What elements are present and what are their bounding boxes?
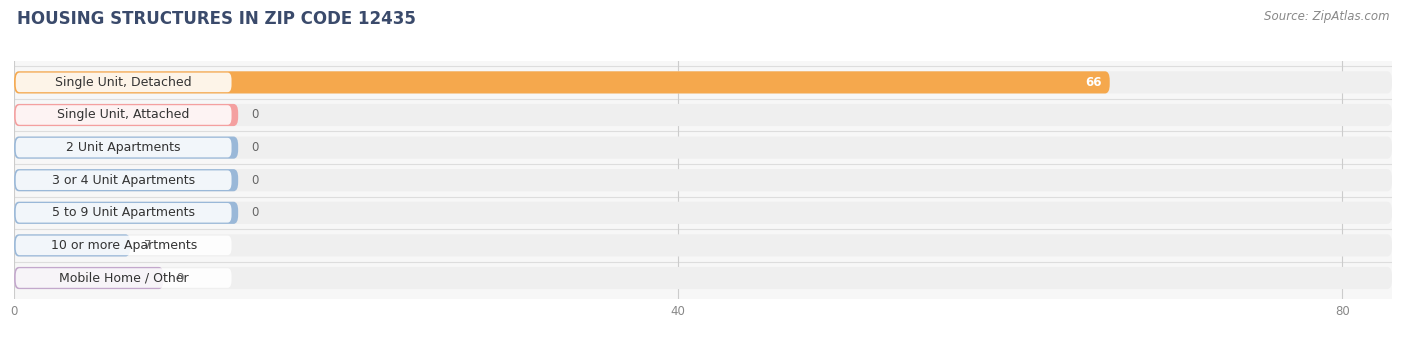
Text: Mobile Home / Other: Mobile Home / Other [59, 272, 188, 285]
FancyBboxPatch shape [14, 234, 131, 256]
FancyBboxPatch shape [14, 137, 238, 159]
Text: 5 to 9 Unit Apartments: 5 to 9 Unit Apartments [52, 206, 195, 219]
FancyBboxPatch shape [14, 169, 1392, 191]
FancyBboxPatch shape [14, 137, 1392, 159]
FancyBboxPatch shape [14, 267, 1392, 289]
FancyBboxPatch shape [14, 234, 1392, 256]
FancyBboxPatch shape [15, 73, 232, 92]
Text: Single Unit, Attached: Single Unit, Attached [58, 108, 190, 121]
FancyBboxPatch shape [15, 170, 232, 190]
Text: Source: ZipAtlas.com: Source: ZipAtlas.com [1264, 10, 1389, 23]
FancyBboxPatch shape [14, 104, 238, 126]
Text: 0: 0 [252, 206, 259, 219]
FancyBboxPatch shape [15, 138, 232, 157]
FancyBboxPatch shape [14, 104, 1392, 126]
Text: 66: 66 [1085, 76, 1101, 89]
Text: 7: 7 [143, 239, 150, 252]
Text: 0: 0 [252, 174, 259, 187]
FancyBboxPatch shape [14, 202, 1392, 224]
FancyBboxPatch shape [14, 71, 1392, 94]
Text: 0: 0 [252, 141, 259, 154]
Text: 0: 0 [252, 108, 259, 121]
Text: 2 Unit Apartments: 2 Unit Apartments [66, 141, 181, 154]
FancyBboxPatch shape [14, 169, 238, 191]
Text: Single Unit, Detached: Single Unit, Detached [55, 76, 193, 89]
FancyBboxPatch shape [14, 267, 163, 289]
Text: 3 or 4 Unit Apartments: 3 or 4 Unit Apartments [52, 174, 195, 187]
Text: 9: 9 [177, 272, 184, 285]
FancyBboxPatch shape [14, 71, 1109, 94]
FancyBboxPatch shape [15, 268, 232, 288]
FancyBboxPatch shape [15, 105, 232, 125]
Text: 10 or more Apartments: 10 or more Apartments [51, 239, 197, 252]
FancyBboxPatch shape [14, 202, 238, 224]
FancyBboxPatch shape [15, 203, 232, 223]
FancyBboxPatch shape [15, 236, 232, 255]
Text: HOUSING STRUCTURES IN ZIP CODE 12435: HOUSING STRUCTURES IN ZIP CODE 12435 [17, 10, 416, 28]
